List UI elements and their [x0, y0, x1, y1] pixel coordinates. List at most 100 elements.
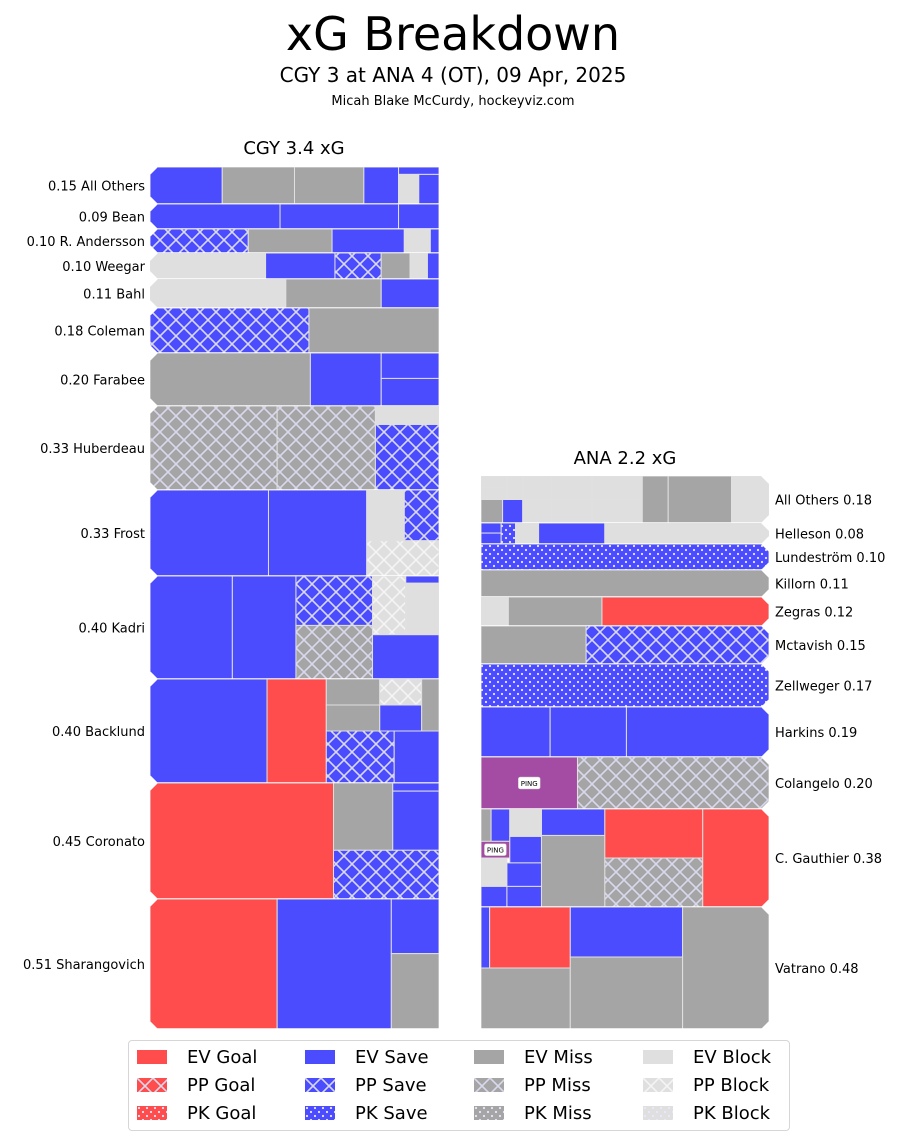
player-label: 0.10 Weegar: [62, 260, 145, 275]
legend-item: EV Block: [643, 1046, 771, 1068]
team-panel-ana: All Others 0.18 Helleson 0.08 Lundeström 0…: [481, 476, 885, 1030]
shot-tile-ev-save: [398, 167, 439, 175]
shot-tile-pp-save: [325, 730, 395, 783]
legend: EV Goal PP Goal PK Goal EV Save PP Save PK Sa…: [128, 1040, 790, 1131]
shot-tile-ev-save: [481, 707, 551, 757]
player-label: 0.40 Backlund: [52, 725, 145, 740]
player-row: Vatrano 0.48: [481, 907, 859, 1030]
legend-swatch: [474, 1078, 504, 1092]
shot-tile-ev-save: [380, 353, 439, 379]
shot-tile-pp-save: [403, 490, 439, 542]
player-row: 0.20 Farabee: [60, 353, 439, 407]
shot-tile-ev-save: [267, 490, 368, 576]
legend-item: PK Block: [643, 1102, 770, 1124]
shot-tile-ev-block: [604, 523, 769, 544]
shot-tile-pp-save: [150, 229, 249, 253]
shot-tile-pp-block: [379, 679, 423, 706]
shot-tile-ev-save: [418, 173, 439, 204]
shot-tile-ev-save: [502, 499, 524, 523]
shot-tile-ev-miss: [540, 834, 606, 907]
shot-tile-ev-save: [569, 907, 684, 958]
shot-tile-ev-block: [731, 476, 769, 523]
shot-tile-ev-miss: [333, 783, 394, 851]
shot-tile-ev-save: [405, 576, 439, 584]
shot-tile-ev-save: [231, 576, 297, 679]
shot-tile-pp-miss: [276, 406, 376, 490]
shot-tile-ev-save: [429, 229, 439, 253]
penalty-badge: [484, 843, 507, 856]
shot-tile-ev-miss: [380, 253, 411, 279]
legend-label: PK Save: [355, 1102, 428, 1124]
shot-tile-ev-block: [150, 279, 287, 308]
player-label: Harkins 0.19: [775, 726, 857, 741]
player-row: All Others 0.18: [481, 476, 872, 524]
shot-tile-pp-miss: [150, 406, 278, 490]
shot-tile-ev-block: [481, 476, 508, 489]
shot-tile-ev-miss: [481, 967, 571, 1029]
legend-swatch: [643, 1050, 673, 1064]
shot-tile-ev-miss: [682, 907, 769, 1029]
shot-tile-ev-save: [379, 704, 423, 732]
shot-tile-ev-save: [309, 353, 382, 406]
shot-tile-ev-block: [522, 476, 553, 500]
legend-swatch: [643, 1106, 673, 1120]
player-label: 0.09 Bean: [79, 211, 145, 226]
shot-tile-ev-save: [506, 885, 542, 907]
shot-tile-ev-block: [506, 476, 524, 500]
shot-tile-ev-block: [481, 597, 509, 626]
player-label: Colangelo 0.20: [775, 777, 873, 792]
shot-tile-ev-block: [515, 523, 540, 544]
shot-tile-pk-save: [481, 544, 769, 570]
legend-label: EV Miss: [524, 1046, 593, 1068]
shot-tile-pp-save: [585, 626, 769, 664]
shot-tile-pp-block: [366, 540, 439, 576]
penalty-label: PING: [521, 780, 538, 788]
legend-swatch: [305, 1050, 335, 1064]
shot-tile-ev-miss: [481, 570, 769, 597]
shot-tile-ev-miss: [285, 279, 382, 308]
shot-tile-ev-save: [265, 253, 336, 279]
shot-tile-ev-save: [506, 862, 542, 887]
legend-label: PK Goal: [187, 1102, 257, 1124]
legend-label: PP Block: [693, 1074, 770, 1096]
legend-swatch: [474, 1050, 504, 1064]
player-row: Lundeström 0.10: [481, 544, 885, 571]
legend-item: EV Goal: [137, 1046, 257, 1068]
legend-label: PK Miss: [524, 1102, 592, 1124]
shot-tile-ev-goal: [266, 679, 327, 783]
player-row: 0.33 Huberdeau: [40, 406, 439, 491]
shot-tile-ev-goal: [604, 809, 704, 859]
shot-tile-ev-goal: [601, 597, 769, 626]
shot-tile-pp-block: [372, 576, 407, 636]
chart-credit: Micah Blake McCurdy, hockeyviz.com: [331, 94, 575, 109]
shot-tile-ev-miss: [481, 809, 492, 842]
shot-tile-ev-block: [551, 476, 593, 500]
shot-tile-ev-save: [481, 532, 502, 544]
shot-tile-ev-save: [392, 790, 439, 851]
player-row: 0.33 Frost: [81, 490, 439, 577]
player-label: Mctavish 0.15: [775, 639, 866, 654]
shot-tile-ev-block: [509, 809, 542, 837]
shot-tile-pp-miss: [604, 857, 704, 907]
legend-label: PK Block: [693, 1102, 771, 1124]
legend-swatch: [305, 1106, 335, 1120]
shot-tile-ev-save: [380, 279, 439, 308]
legend-label: PP Goal: [187, 1074, 256, 1096]
legend-label: PP Miss: [524, 1074, 591, 1096]
chart-subtitle: CGY 3 at ANA 4 (OT), 09 Apr, 2025: [279, 63, 627, 87]
player-label: Vatrano 0.48: [775, 962, 859, 977]
player-label: 0.33 Huberdeau: [40, 442, 145, 457]
shot-tile-ev-miss: [421, 679, 439, 732]
player-label: 0.40 Kadri: [78, 622, 145, 637]
legend-label: PP Save: [355, 1074, 427, 1096]
shot-tile-ev-save: [150, 167, 223, 204]
player-label: Killorn 0.11: [775, 578, 849, 593]
player-row: 0.45 Coronato: [53, 783, 439, 900]
player-row: 0.11 Bahl: [83, 279, 439, 309]
player-label: 0.10 R. Andersson: [27, 235, 145, 250]
player-label: 0.11 Bahl: [83, 288, 145, 303]
shot-tile-ev-block: [481, 487, 508, 500]
shot-tile-ev-miss: [294, 167, 365, 204]
shot-tile-pp-miss: [295, 624, 374, 679]
shot-tile-ev-block: [591, 476, 643, 500]
